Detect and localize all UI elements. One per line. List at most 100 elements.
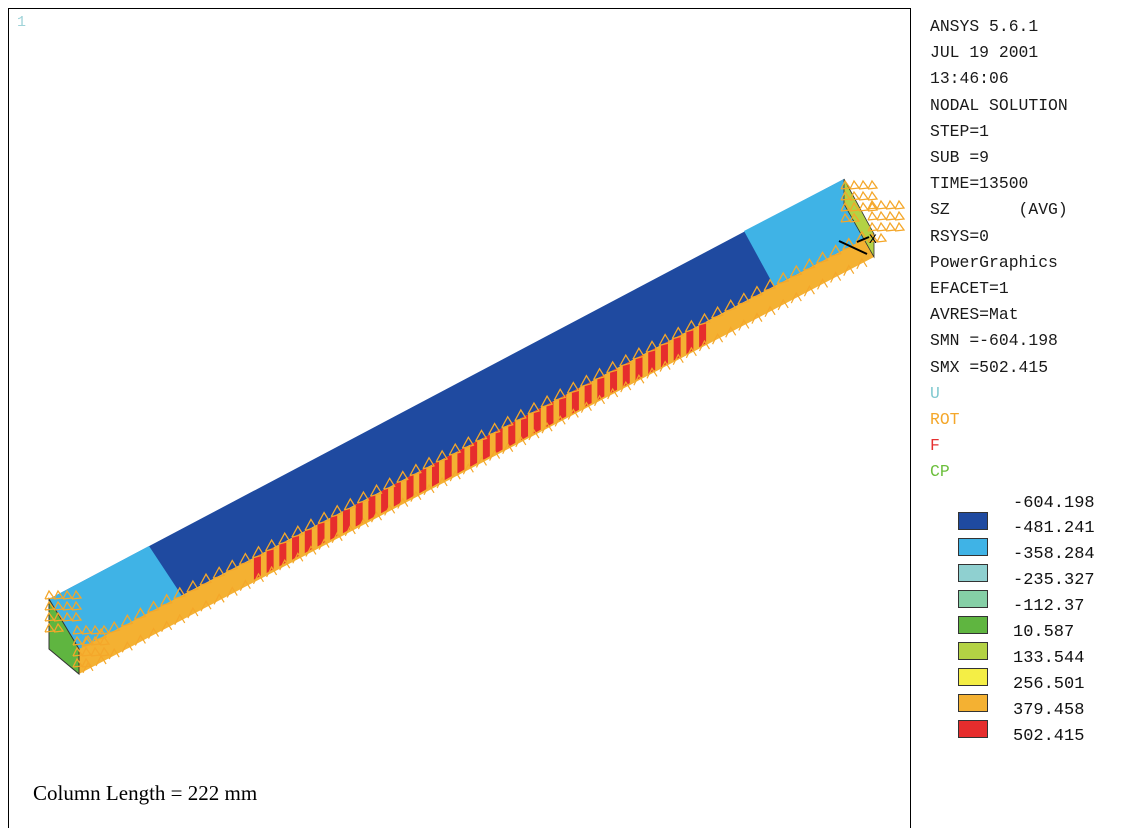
- constraint-mark: [633, 374, 645, 386]
- legend-value: -235.327: [1013, 571, 1095, 590]
- constraint-mark: [108, 647, 120, 660]
- constraint-mark: [474, 429, 488, 443]
- tension-mark: [482, 434, 490, 461]
- top-face-end-region-left: [49, 546, 184, 649]
- tension-mark: [571, 388, 579, 414]
- bc-legend-rot: ROT: [930, 410, 960, 430]
- constraint-mark: [133, 607, 147, 621]
- end-constraint-right: [885, 210, 897, 221]
- run-date: JUL 19 2001: [930, 43, 1039, 63]
- graphics-mode-label: PowerGraphics: [930, 252, 1058, 272]
- end-constraint-left: [90, 635, 102, 646]
- end-constraint-left: [99, 624, 111, 635]
- legend-value: 133.544: [1013, 649, 1085, 668]
- constraint-mark: [291, 525, 304, 538]
- tension-mark: [304, 527, 312, 554]
- run-time: 13:46:06: [930, 69, 1009, 89]
- constraint-mark: [672, 353, 684, 365]
- end-constraint-left: [99, 635, 111, 646]
- constraint-mark: [410, 490, 422, 502]
- beam-model: X: [44, 178, 906, 676]
- end-constraint-right: [849, 179, 861, 190]
- constraint-mark: [266, 565, 278, 578]
- constraint-mark: [528, 428, 540, 441]
- legend-value: -112.37: [1013, 597, 1085, 616]
- constraint-mark: [251, 545, 265, 559]
- end-constraint-right: [867, 179, 879, 190]
- constraint-mark: [279, 558, 291, 571]
- constraint-mark: [659, 360, 671, 372]
- end-constraint-right: [876, 232, 888, 243]
- constraint-mark: [776, 271, 790, 285]
- constraint-mark: [698, 339, 710, 352]
- constraint-mark: [461, 435, 475, 449]
- constraint-mark: [777, 298, 789, 311]
- tension-mark: [660, 341, 668, 368]
- graphics-viewport: 1 X Column Length = 222 mm: [8, 8, 911, 828]
- constraint-mark: [488, 422, 501, 436]
- constraint-mark: [554, 415, 566, 427]
- tension-mark: [673, 334, 681, 361]
- efacet-label: EFACET=1: [930, 279, 1009, 299]
- tension-mark: [495, 427, 503, 454]
- end-constraint-left: [90, 624, 102, 635]
- constraint-mark: [684, 319, 698, 333]
- end-constraint-right: [867, 201, 879, 212]
- legend-value: 379.458: [1013, 701, 1085, 720]
- end-constraint-right: [867, 232, 879, 243]
- info-panel: ANSYS 5.6.1 JUL 19 2001 13:46:06 NODAL S…: [930, 14, 1147, 486]
- tension-mark: [610, 368, 618, 394]
- end-constraint-right: [840, 179, 852, 190]
- legend-value: 10.587: [1013, 623, 1075, 642]
- constraint-mark: [462, 463, 474, 475]
- end-constraint-left: [62, 600, 74, 611]
- tension-mark: [342, 507, 350, 534]
- tension-mark: [559, 394, 567, 421]
- constraint-mark: [737, 292, 750, 306]
- end-constraint-left: [44, 622, 56, 633]
- constraint-mark: [856, 257, 868, 270]
- constraint-mark: [514, 408, 527, 422]
- constraint-mark: [107, 620, 121, 634]
- end-constraint-right: [867, 210, 879, 221]
- top-face-end-region-right: [744, 179, 874, 286]
- constraint-mark: [763, 278, 777, 292]
- legend-swatch: [958, 694, 988, 712]
- constraint-mark: [225, 559, 239, 573]
- constraint-mark: [816, 278, 829, 290]
- constraint-mark: [397, 497, 409, 509]
- beam-end-face-left: [48, 597, 80, 676]
- tension-mark: [508, 421, 516, 447]
- constraint-mark: [579, 374, 593, 388]
- constraint-mark: [790, 291, 802, 304]
- end-constraint-right: [894, 221, 906, 232]
- end-constraint-left: [72, 657, 84, 668]
- end-constraint-right: [849, 212, 861, 223]
- constraint-mark: [212, 566, 226, 580]
- end-constraint-right: [849, 190, 861, 201]
- caption-box: Column Length = 222 mm: [31, 771, 553, 815]
- time-label: TIME=13500: [930, 174, 1029, 194]
- end-constraint-left: [72, 624, 84, 635]
- end-constraint-right: [876, 221, 888, 232]
- constraint-mark: [619, 353, 632, 367]
- end-constraint-right: [840, 201, 852, 212]
- beam-top-face: [49, 179, 874, 649]
- end-constraint-right: [894, 199, 906, 210]
- bc-legend-u: U: [930, 383, 940, 403]
- end-constraint-left: [72, 635, 84, 646]
- constraint-mark: [802, 257, 816, 271]
- constraint-mark: [646, 367, 658, 379]
- constraint-mark: [541, 421, 553, 434]
- min-stress-label: SMN =-604.198: [930, 331, 1058, 351]
- substep-label: SUB =9: [930, 148, 990, 168]
- constraint-mark: [173, 586, 186, 600]
- max-stress-label: SMX =502.415: [930, 357, 1049, 377]
- legend-swatch: [958, 616, 988, 634]
- constraint-mark: [567, 408, 579, 420]
- end-constraint-left: [71, 600, 83, 611]
- constraint-mark: [384, 504, 396, 516]
- tension-mark: [597, 374, 605, 401]
- constraint-mark: [751, 312, 763, 324]
- constraint-mark: [607, 387, 619, 400]
